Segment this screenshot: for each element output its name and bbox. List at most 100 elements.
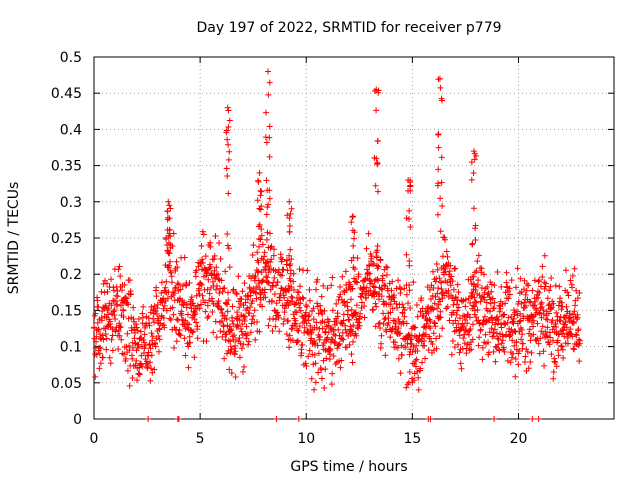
data-point: [527, 337, 534, 344]
data-point: [345, 316, 352, 323]
data-point: [397, 370, 404, 377]
data-point: [114, 301, 121, 308]
data-point: [287, 261, 294, 268]
data-point: [149, 333, 156, 340]
data-point: [405, 331, 412, 338]
data-point: [141, 331, 148, 338]
data-point: [145, 416, 152, 422]
data-point: [370, 307, 377, 314]
y-tick-label: 0.5: [60, 50, 82, 66]
data-point: [263, 177, 270, 184]
data-point: [152, 343, 159, 350]
y-tick-label: 0.4: [60, 122, 82, 138]
data-point: [237, 340, 244, 347]
data-point: [326, 345, 333, 352]
data-point: [219, 309, 226, 316]
data-point: [250, 242, 257, 249]
data-point: [488, 315, 495, 322]
data-point: [388, 287, 395, 294]
data-point: [335, 326, 342, 333]
data-point: [233, 290, 240, 297]
data-point: [522, 291, 529, 298]
data-point: [351, 278, 358, 285]
data-point: [468, 346, 475, 353]
data-point: [563, 303, 570, 310]
data-point: [497, 305, 504, 312]
data-point: [466, 314, 473, 321]
data-point: [210, 329, 217, 336]
data-point: [443, 248, 450, 255]
data-point: [236, 334, 243, 341]
data-point: [367, 287, 374, 294]
data-point: [109, 347, 116, 354]
data-point: [209, 308, 216, 315]
data-point: [560, 355, 567, 362]
data-point: [125, 301, 132, 308]
data-point: [319, 311, 326, 318]
data-point: [265, 91, 272, 98]
data-point: [298, 350, 305, 357]
data-point: [435, 285, 442, 292]
data-point: [234, 313, 241, 320]
data-point: [286, 262, 293, 269]
data-point: [277, 290, 284, 297]
data-point: [227, 349, 234, 356]
data-point: [505, 314, 512, 321]
data-point: [399, 301, 406, 308]
data-point: [117, 323, 124, 330]
data-point: [435, 301, 442, 308]
data-point: [283, 331, 290, 338]
data-point: [407, 187, 414, 194]
data-point: [405, 379, 412, 386]
data-point: [573, 316, 580, 323]
data-point: [174, 264, 181, 271]
data-point: [477, 298, 484, 305]
data-point: [275, 314, 282, 321]
data-point: [95, 326, 102, 333]
data-point: [513, 339, 520, 346]
data-point: [370, 283, 377, 290]
data-point: [458, 365, 465, 372]
data-point: [425, 310, 432, 317]
data-point: [475, 277, 482, 284]
data-point: [303, 303, 310, 310]
data-point: [336, 293, 343, 300]
data-point: [349, 213, 356, 220]
data-points: [91, 68, 583, 422]
data-point: [226, 264, 233, 271]
data-point: [97, 345, 104, 352]
data-point: [476, 319, 483, 326]
data-point: [222, 337, 229, 344]
data-point: [147, 359, 154, 366]
data-point: [480, 294, 487, 301]
data-point: [349, 213, 356, 220]
y-axis-label: SRMTID / TECUs: [6, 182, 22, 295]
data-point: [558, 299, 565, 306]
data-point: [534, 288, 541, 295]
data-point: [261, 289, 268, 296]
data-point: [100, 336, 107, 343]
data-point: [308, 329, 315, 336]
data-point: [504, 319, 511, 326]
data-point: [216, 290, 223, 297]
data-point: [204, 302, 211, 309]
data-point: [374, 242, 381, 249]
data-point: [263, 236, 270, 243]
data-point: [494, 320, 501, 327]
data-point: [539, 263, 546, 270]
data-point: [476, 334, 483, 341]
data-point: [138, 352, 145, 359]
data-point: [544, 295, 551, 302]
data-point: [99, 354, 106, 361]
data-point: [434, 290, 441, 297]
data-point: [427, 296, 434, 303]
data-point: [115, 328, 122, 335]
data-point: [199, 256, 206, 263]
data-point: [228, 327, 235, 334]
data-point: [139, 310, 146, 317]
data-point: [202, 253, 209, 260]
data-point: [169, 304, 176, 311]
data-point: [492, 321, 499, 328]
data-point: [186, 280, 193, 287]
data-point: [443, 305, 450, 312]
